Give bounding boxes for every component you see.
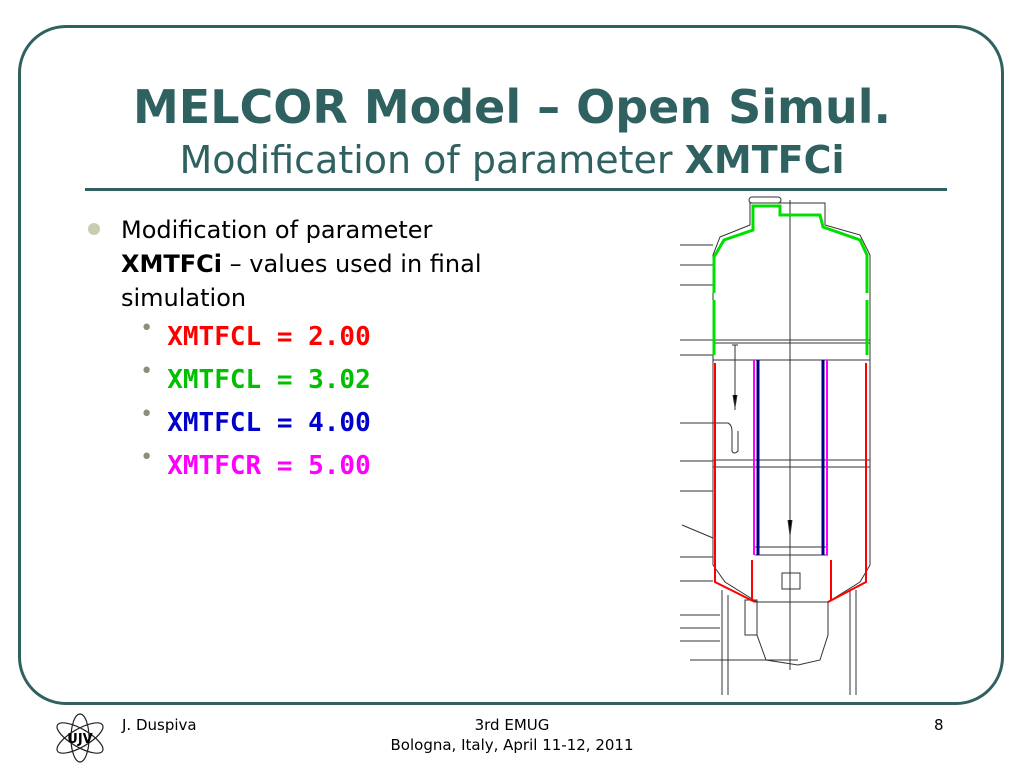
sub-item: • XMTFCL = 2.00 (140, 316, 371, 352)
subtitle-bold: XMTFCi (684, 138, 845, 182)
sub-bullet-icon: • (140, 402, 154, 427)
sub-bullet-icon: • (140, 445, 154, 470)
footer-author: J. Duspiva (122, 716, 197, 734)
sub-item-text: XMTFCL = 3.02 (167, 365, 371, 395)
sub-bullet-icon: • (140, 359, 154, 384)
svg-text:UJV: UJV (67, 732, 92, 747)
sub-item: • XMTFCL = 4.00 (140, 402, 371, 438)
bullet-line: Modification of parameter (121, 216, 433, 244)
bullet-text: Modification of parameter XMTFCi – value… (121, 213, 521, 315)
bullet-line: XMTFCi – values used in final (121, 247, 521, 281)
bullet-bold: XMTFCi (121, 250, 222, 278)
ujv-logo: UJV (56, 713, 104, 763)
vessel-diagram (680, 196, 871, 695)
page-number: 8 (934, 716, 944, 734)
sub-bullet-icon: • (140, 316, 154, 341)
bullet-icon (88, 223, 100, 235)
sub-item-text: XMTFCR = 5.00 (167, 451, 371, 481)
bullet-rest: – values used in final (222, 250, 482, 278)
sub-item-text: XMTFCL = 4.00 (167, 408, 371, 438)
footer-event: 3rd EMUG (474, 716, 550, 734)
sub-item: • XMTFCL = 3.02 (140, 359, 371, 395)
footer-location: Bologna, Italy, April 11-12, 2011 (390, 736, 634, 754)
sub-item: • XMTFCR = 5.00 (140, 445, 371, 481)
title-divider (85, 188, 947, 191)
slide-subtitle: Modification of parameter XMTFCi (0, 138, 1024, 182)
slide-frame (18, 25, 1004, 705)
slide-title: MELCOR Model – Open Simul. (133, 80, 891, 134)
bullet-line: simulation (121, 284, 247, 312)
subtitle-text: Modification of parameter (179, 138, 685, 182)
sub-item-text: XMTFCL = 2.00 (167, 322, 371, 352)
